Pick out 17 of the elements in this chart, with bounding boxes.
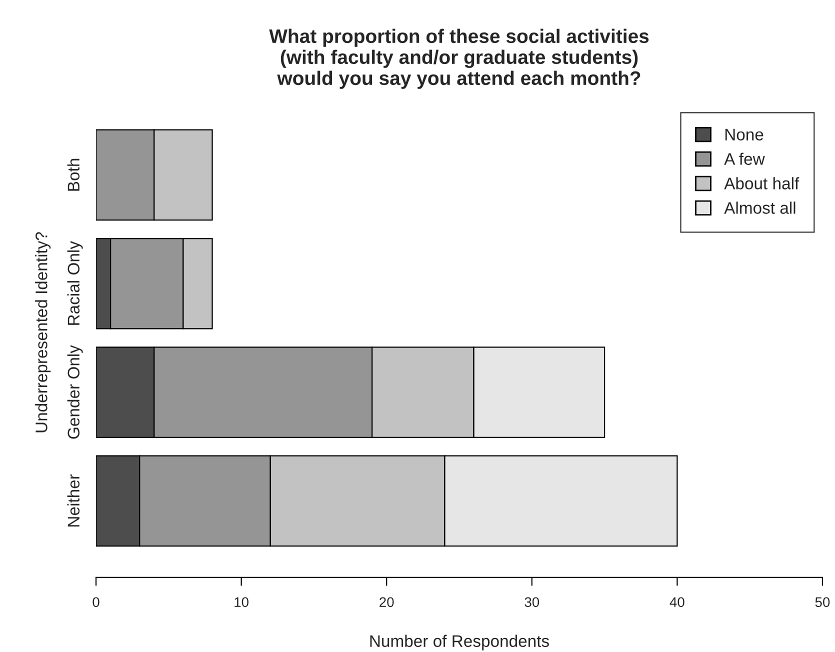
legend-label: A few xyxy=(724,152,765,165)
y-tick-label: Gender Only xyxy=(67,345,83,439)
y-tick-label: Racial Only xyxy=(67,241,83,325)
x-tick-label: 20 xyxy=(380,597,394,608)
x-axis-title: Number of Respondents xyxy=(370,634,549,650)
x-tick-label: 50 xyxy=(815,597,830,608)
y-tick-label: Both xyxy=(67,158,80,191)
x-tick-label: 30 xyxy=(524,597,540,608)
x-tick-label: 40 xyxy=(670,597,684,608)
x-tick-label: 10 xyxy=(234,597,248,608)
y-axis-title: Underrepresented Identity? xyxy=(35,232,51,432)
x-tick-label: 0 xyxy=(92,597,100,608)
y-tick-label: Neither xyxy=(67,474,80,526)
legend-label: About half xyxy=(724,177,800,190)
chart-title: What proportion of these social activities (with faculty and/or graduate students) would you say you attend each month? xyxy=(269,28,649,89)
legend-label: Almost all xyxy=(724,202,796,214)
legend-label: None xyxy=(725,128,764,140)
